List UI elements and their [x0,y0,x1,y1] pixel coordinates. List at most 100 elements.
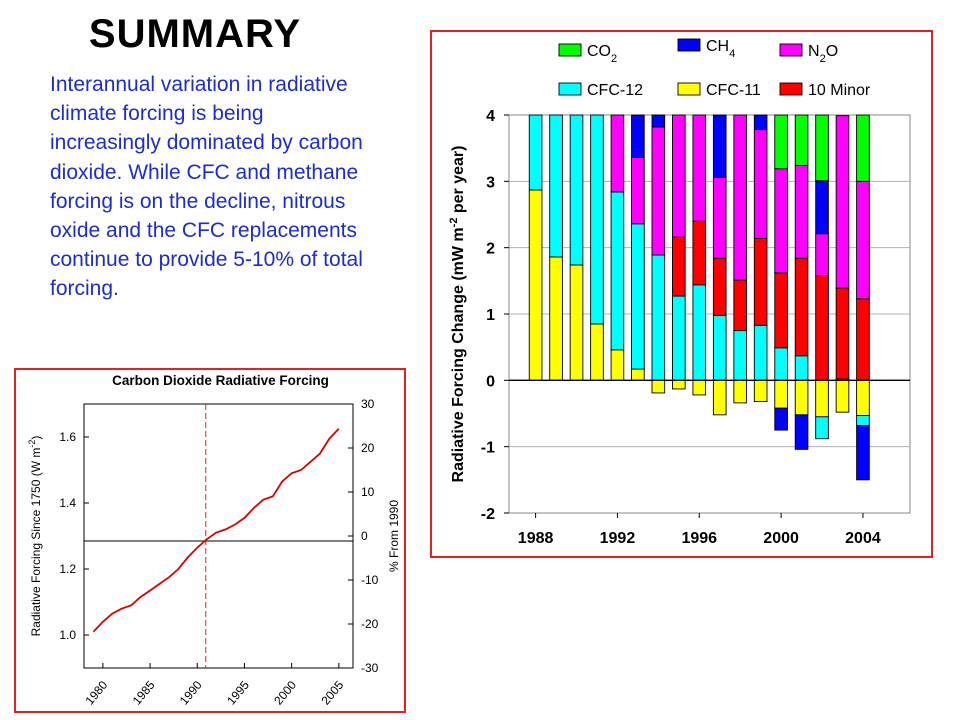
legend-label: CFC-12 [587,82,643,99]
legend-label: CFC-11 [706,82,761,99]
inset-y-tick-label: 1.6 [59,430,76,444]
x-tick-label: 2000 [763,530,799,547]
bar-10-minor [815,275,829,381]
bar-co2 [794,114,809,166]
bar-cfc-11 [672,379,686,390]
bar-cfc-11 [528,189,543,381]
inset-x-tick-label: 2005 [318,678,346,708]
bar-ch4 [651,114,666,128]
bar-ch4 [815,180,829,235]
bar-n2o [774,168,788,274]
bar-10-minor [712,257,727,316]
legend-swatch [677,38,701,52]
bar-n2o [794,164,809,259]
bar-n2o [692,114,707,222]
inset-x-tick-label: 1995 [224,678,252,708]
bar-co2 [815,114,829,182]
bar-cfc-11 [569,264,584,381]
bar-ch4 [753,114,768,131]
bar-cfc-12 [753,324,768,381]
co2-forcing-line [92,428,340,633]
inset-y2-tick-label: 30 [361,397,375,411]
y-tick-label: 4 [486,108,495,125]
bar-cfc-12 [590,114,604,325]
bar-ch4 [712,114,727,178]
bar-10-minor [856,298,870,381]
bar-10-minor [794,257,809,357]
bar-n2o [631,157,645,225]
y-tick-label: 0 [486,373,495,390]
inset-y2-tick-label: -10 [361,573,379,587]
y-tick-label: -2 [481,506,495,523]
forcing-change-chart-frame [430,30,933,558]
bar-10-minor [692,220,707,286]
legend-swatch [558,82,582,96]
legend-label: 10 Minor [808,82,871,99]
bar-10-minor [753,237,768,326]
bar-ch4 [774,407,788,431]
bar-cfc-12 [610,191,625,351]
bar-cfc-12 [528,114,543,191]
bar-cfc-12 [712,314,727,381]
bar-cfc-12 [794,355,809,381]
inset-x-tick-label: 1985 [130,678,158,708]
bar-ch4 [794,414,809,450]
bar-cfc-11 [733,379,747,404]
inset-y-axis-label: Radiative Forcing Since 1750 (W m-2) [27,436,43,637]
bar-cfc-12 [672,295,686,381]
inset-y-tick-label: 1.2 [59,562,76,576]
y-tick-label: 1 [486,307,495,324]
inset-x-tick-label: 2000 [271,678,299,708]
inset-y2-tick-label: 20 [361,441,375,455]
y-tick-label: -1 [481,440,495,457]
bar-ch4 [631,114,645,158]
inset-chart-title: Carbon Dioxide Radiative Forcing [112,373,329,388]
inset-y-tick-label: 1.0 [59,628,76,642]
bar-n2o [753,129,768,239]
bar-cfc-12 [856,415,870,426]
legend-label: CO2 [587,43,617,65]
x-tick-label: 2004 [845,530,881,547]
inset-y2-tick-label: -30 [361,661,379,675]
slide-description: Interannual variation in radiative clima… [50,73,363,301]
x-tick-label: 1988 [518,530,554,547]
bar-n2o [672,114,686,238]
bar-cfc-11 [774,379,788,409]
inset-y-tick-label: 1.4 [59,496,76,510]
legend-swatch [779,82,803,96]
inset-y2-tick-label: 10 [361,485,375,499]
co2-forcing-chart-frame [14,368,406,713]
bar-n2o [712,176,727,259]
x-tick-label: 1996 [681,530,717,547]
bar-n2o [651,126,666,256]
bar-cfc-12 [774,347,788,381]
bar-n2o [856,180,870,300]
slide-title: SUMMARY [88,12,302,56]
bar-cfc-11 [651,379,666,394]
legend-swatch [677,82,701,96]
bar-cfc-12 [549,114,563,258]
bar-cfc-12 [692,284,707,381]
bar-n2o [610,114,625,193]
bar-co2 [774,114,788,170]
inset-plot-area [83,403,354,669]
y-axis-label: Radiative Forcing Change (mW m-2 per yea… [448,146,467,483]
inset-y2-axis-label: % From 1990 [387,500,401,572]
bar-cfc-11 [856,379,870,416]
legend-swatch [779,43,803,57]
inset-y2-tick-label: -20 [361,617,379,631]
bar-cfc-12 [569,114,584,266]
bar-cfc-12 [815,416,829,440]
bar-cfc-11 [753,379,768,403]
bar-10-minor [733,279,747,332]
bar-cfc-11 [712,379,727,416]
bar-cfc-11 [610,349,625,381]
bar-cfc-11 [590,323,604,381]
bar-cfc-12 [733,330,747,381]
x-tick-label: 1992 [600,530,636,547]
legend-label: CH4 [706,38,735,60]
bar-n2o [815,233,829,276]
legend-swatch [558,43,582,57]
bar-cfc-12 [631,223,645,370]
bar-10-minor [835,287,850,380]
